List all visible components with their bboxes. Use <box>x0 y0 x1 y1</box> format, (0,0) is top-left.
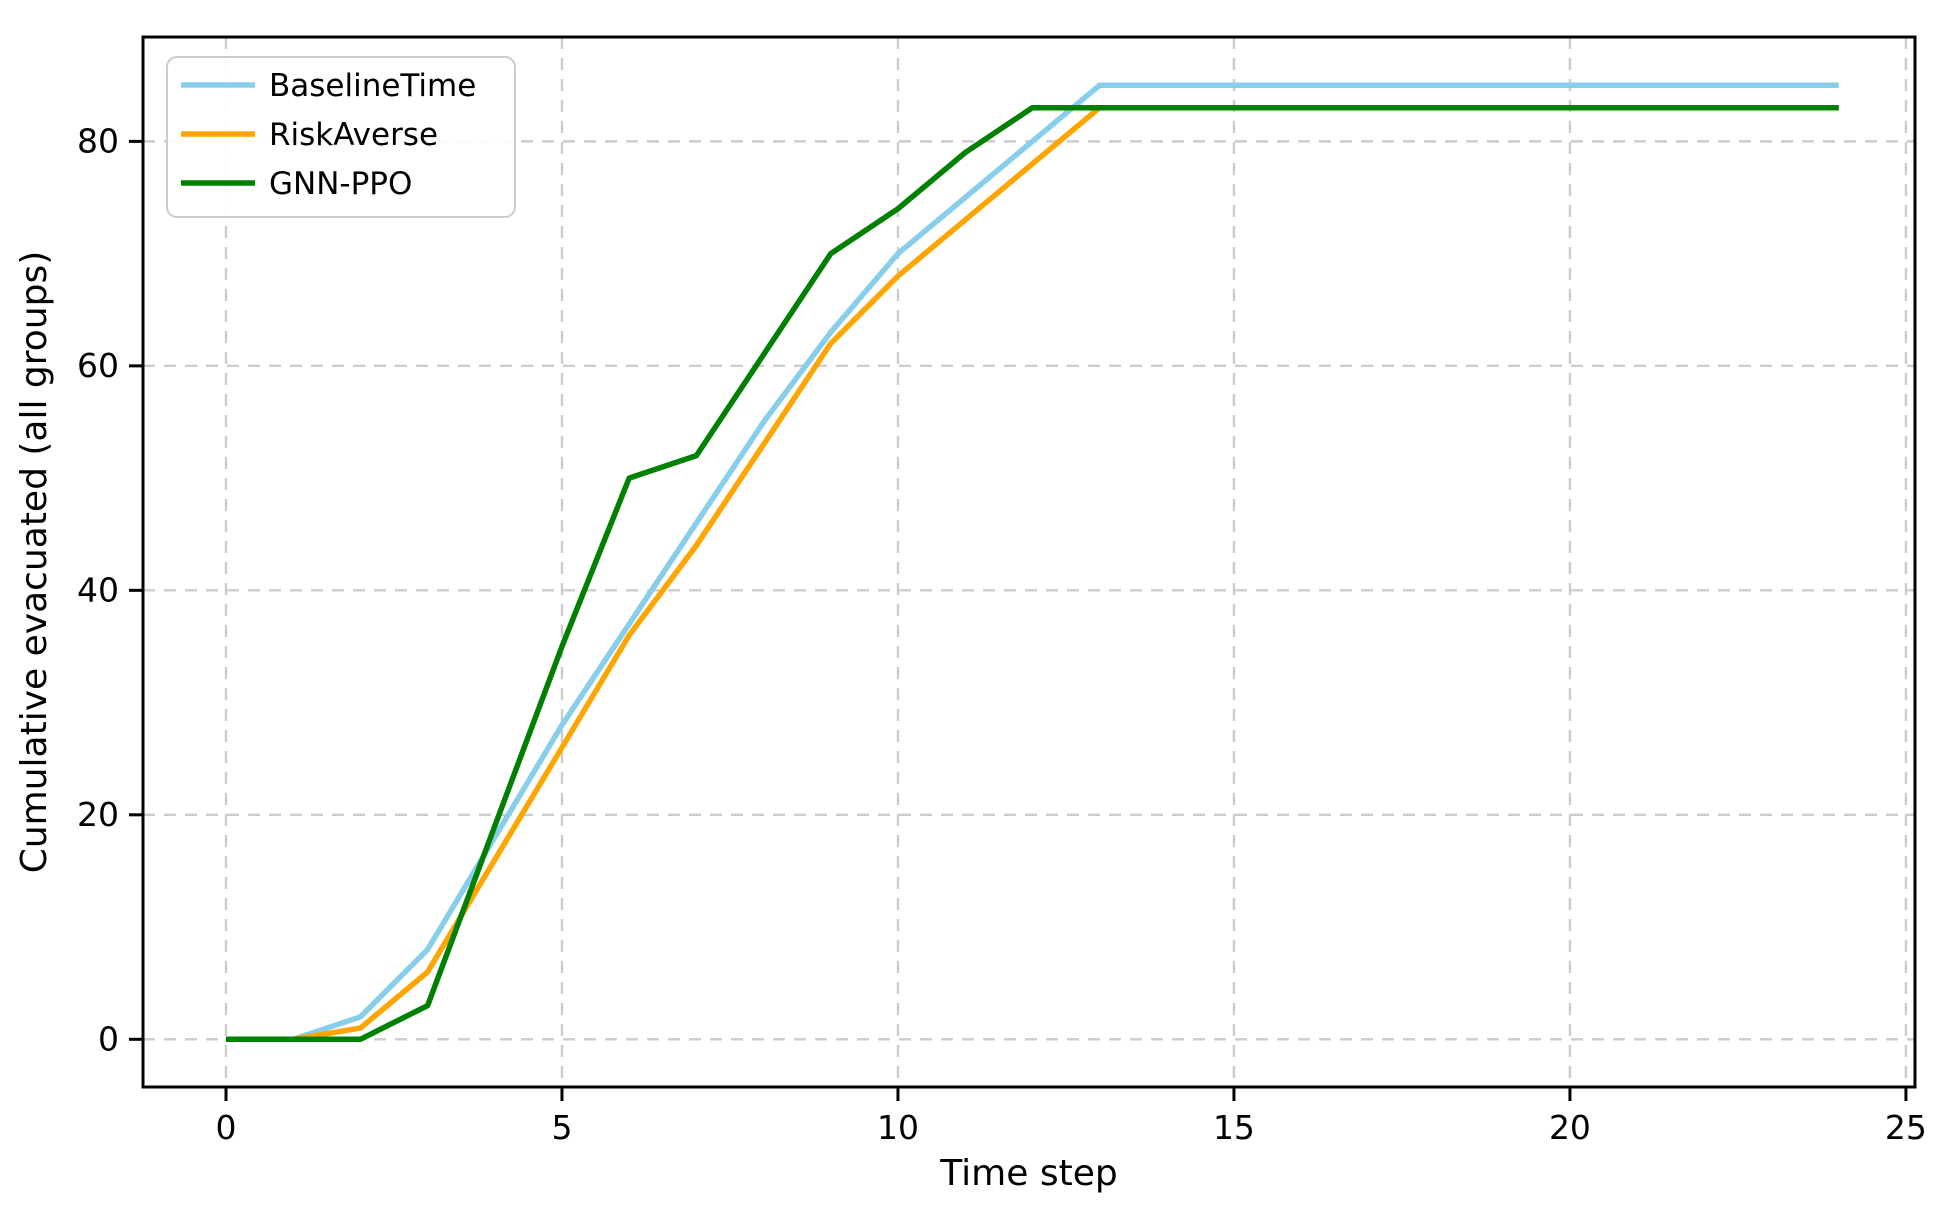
data-series-lines <box>225 82 1839 1043</box>
x-tick-label: 15 <box>1213 1108 1255 1147</box>
legend: BaselineTime RiskAverse GNN-PPO <box>166 56 516 218</box>
legend-label-gnn-ppo: GNN-PPO <box>269 166 412 202</box>
x-tick-label: 5 <box>551 1108 572 1147</box>
plot-frame <box>141 35 1917 1089</box>
legend-label-riskaverse: RiskAverse <box>269 117 438 153</box>
y-tick-label: 40 <box>77 570 119 609</box>
x-axis-label: Time step <box>939 1153 1117 1194</box>
legend-box <box>166 56 516 218</box>
x-tick-label: 25 <box>1885 1108 1927 1147</box>
x-tick-label: 10 <box>877 1108 919 1147</box>
y-tick-label: 80 <box>77 121 119 160</box>
legend-label-baselinetime: BaselineTime <box>269 68 476 104</box>
y-tick-label: 20 <box>77 795 119 834</box>
series-line-gnn-ppo <box>225 104 1839 1043</box>
axis-ticks: 0 5 10 15 20 25 0 20 40 60 80 <box>77 121 1927 1147</box>
y-axis-label: Cumulative evacuated (all groups) <box>14 251 55 874</box>
y-tick-label: 60 <box>77 346 119 385</box>
x-tick-label: 0 <box>215 1108 236 1147</box>
x-tick-label: 20 <box>1549 1108 1591 1147</box>
axes-spines <box>141 35 1917 1089</box>
series-line-baselinetime <box>225 82 1839 1043</box>
y-tick-label: 0 <box>98 1019 119 1058</box>
